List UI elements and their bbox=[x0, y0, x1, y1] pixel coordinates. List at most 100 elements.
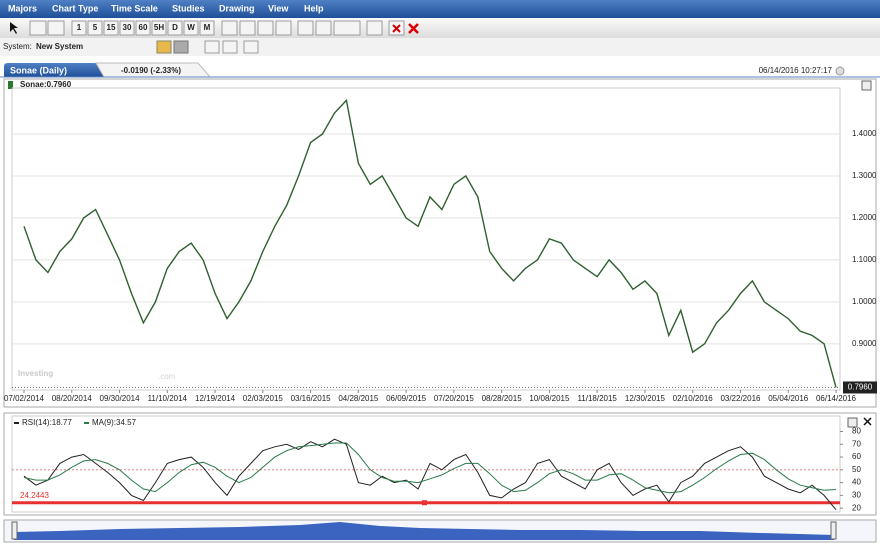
menu-bar bbox=[0, 0, 880, 18]
x-tick-label: 03/16/2015 bbox=[291, 394, 332, 403]
zoom-out-button[interactable] bbox=[257, 20, 274, 36]
x-tick-label: 03/22/2016 bbox=[720, 394, 761, 403]
toolbar bbox=[0, 18, 880, 38]
chart-type-button[interactable] bbox=[47, 20, 65, 36]
plot-area bbox=[11, 87, 841, 391]
zoom-in-button[interactable] bbox=[221, 20, 238, 36]
system-button[interactable] bbox=[156, 40, 172, 54]
navigator-area bbox=[14, 522, 834, 540]
menu-item[interactable]: Studies bbox=[172, 3, 205, 13]
interval-button[interactable] bbox=[199, 20, 215, 36]
x-tick-label: 12/30/2015 bbox=[625, 394, 666, 403]
system-button[interactable] bbox=[243, 40, 259, 54]
interval-button[interactable] bbox=[71, 20, 87, 36]
interval-label[interactable]: 5H bbox=[154, 23, 164, 32]
tool-button[interactable] bbox=[366, 20, 383, 36]
system-button[interactable] bbox=[204, 40, 220, 54]
x-tick-label: 08/20/2014 bbox=[52, 394, 93, 403]
system-button[interactable] bbox=[222, 40, 238, 54]
y-tick-label: 1.1000 bbox=[852, 255, 877, 264]
system-label: System: bbox=[3, 42, 32, 51]
y-tick-label: 1.4000 bbox=[852, 129, 877, 138]
menu-item[interactable]: Help bbox=[304, 3, 324, 13]
y-tick-label: 60 bbox=[852, 452, 861, 461]
plot-area bbox=[11, 415, 841, 513]
x-tick-label: 07/02/2014 bbox=[4, 394, 45, 403]
interval-label[interactable]: M bbox=[204, 23, 211, 32]
menu-item[interactable]: Time Scale bbox=[111, 3, 158, 13]
last-price-box bbox=[843, 381, 877, 394]
refresh-icon[interactable] bbox=[835, 66, 845, 76]
reference-label: 24.2443 bbox=[20, 491, 49, 500]
watermark: .com bbox=[158, 372, 176, 381]
minimize-button[interactable] bbox=[847, 417, 858, 428]
zoom-button[interactable] bbox=[239, 20, 256, 36]
interval-label[interactable]: D bbox=[172, 23, 178, 32]
interval-label[interactable]: W bbox=[187, 23, 195, 32]
last-price-label: 0.7960 bbox=[848, 383, 873, 392]
y-tick-label: 40 bbox=[852, 478, 861, 487]
x-tick-label: 11/18/2015 bbox=[577, 394, 617, 403]
cursor-tool[interactable] bbox=[10, 22, 18, 34]
interval-button[interactable] bbox=[151, 20, 167, 36]
navigator-handle[interactable] bbox=[830, 521, 837, 540]
legend: Sonae:0.7960 bbox=[20, 80, 72, 89]
interval-button[interactable] bbox=[119, 20, 135, 36]
x-tick-label: 11/10/2014 bbox=[148, 394, 188, 403]
interval-label[interactable]: 60 bbox=[139, 23, 148, 32]
x-tick-label: 12/19/2014 bbox=[195, 394, 236, 403]
zoom-button[interactable] bbox=[275, 20, 292, 36]
tool-button[interactable] bbox=[297, 20, 314, 36]
menu-item[interactable]: View bbox=[268, 3, 289, 13]
x-tick-label: 10/08/2015 bbox=[529, 394, 570, 403]
change-tab bbox=[95, 62, 211, 78]
x-tick-label: 02/10/2016 bbox=[673, 394, 714, 403]
x-tick-label: 05/04/2016 bbox=[768, 394, 809, 403]
x-tick-label: 07/20/2015 bbox=[434, 394, 475, 403]
interval-label[interactable]: 5 bbox=[93, 23, 98, 32]
legend-swatch bbox=[14, 422, 19, 424]
system-button[interactable] bbox=[173, 40, 189, 54]
tool-button[interactable] bbox=[315, 20, 332, 36]
reference-handle[interactable] bbox=[422, 500, 427, 506]
legend-swatch bbox=[84, 422, 89, 424]
legend-label: MA(9):34.57 bbox=[92, 418, 137, 427]
y-tick-label: 1.3000 bbox=[852, 171, 877, 180]
delete-icon bbox=[392, 24, 401, 33]
y-tick-label: 80 bbox=[852, 427, 861, 436]
x-tick-label: 04/28/2015 bbox=[338, 394, 379, 403]
interval-label[interactable]: 15 bbox=[107, 23, 116, 32]
chart-tab[interactable] bbox=[4, 63, 104, 77]
system-bar bbox=[0, 38, 880, 56]
x-tick-label: 06/14/2016 bbox=[816, 394, 857, 403]
minimize-button[interactable] bbox=[861, 80, 872, 91]
draw-button[interactable] bbox=[333, 20, 361, 36]
rsi-panel bbox=[3, 412, 877, 516]
chart-type-button[interactable] bbox=[29, 20, 47, 36]
series-line bbox=[23, 442, 837, 494]
tab-title: Sonae (Daily) bbox=[10, 65, 67, 75]
system-name: New System bbox=[36, 42, 83, 51]
close-icon[interactable] bbox=[408, 23, 419, 34]
x-tick-label: 06/09/2015 bbox=[386, 394, 427, 403]
interval-label[interactable]: 1 bbox=[77, 23, 82, 32]
series-line bbox=[23, 98, 837, 388]
interval-button[interactable] bbox=[135, 20, 151, 36]
navigator-handle[interactable] bbox=[11, 521, 18, 540]
y-tick-label: 0.9000 bbox=[852, 339, 877, 348]
interval-button[interactable] bbox=[167, 20, 183, 36]
interval-button[interactable] bbox=[183, 20, 199, 36]
menu-item[interactable]: Chart Type bbox=[52, 3, 98, 13]
timestamp: 06/14/2016 10:27:17 bbox=[759, 66, 833, 75]
legend-icon bbox=[8, 81, 13, 89]
close-button[interactable] bbox=[863, 417, 872, 426]
menu-item[interactable]: Drawing bbox=[219, 3, 255, 13]
interval-label[interactable]: 30 bbox=[123, 23, 132, 32]
interval-button[interactable] bbox=[103, 20, 119, 36]
legend-label: RSI(14):18.77 bbox=[22, 418, 72, 427]
x-tick-label: 08/28/2015 bbox=[482, 394, 523, 403]
menu-item[interactable]: Majors bbox=[8, 3, 37, 13]
x-tick-label: 02/03/2015 bbox=[243, 394, 284, 403]
interval-button[interactable] bbox=[87, 20, 103, 36]
